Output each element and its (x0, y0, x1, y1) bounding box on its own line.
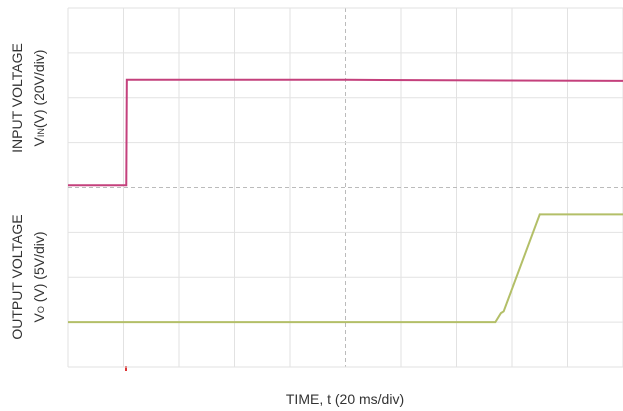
y-label-line2: VIN(V) (20V/div) (31, 50, 47, 147)
y2-axis-label: OUTPUT VOLTAGE VO (V) (5V/div) (9, 214, 47, 339)
y2-label-part: (V) (5V/div) (31, 231, 47, 306)
y2-label-line2: VO (V) (5V/div) (31, 231, 47, 322)
y-axis-label: INPUT VOLTAGE VIN(V) (20V/div) (9, 43, 47, 153)
y-label-sub: IN (36, 128, 46, 137)
trace (68, 78, 623, 187)
y2-label-sub: O (36, 306, 46, 313)
y-label-line1: INPUT VOLTAGE (9, 43, 25, 153)
trace (68, 213, 623, 324)
x-axis-label: TIME, t (20 ms/div) (286, 391, 404, 407)
y-label-part: V (31, 136, 47, 146)
y2-label-part: V (31, 313, 47, 323)
y2-label-line1: OUTPUT VOLTAGE (9, 214, 25, 339)
y-label-part: (V) (20V/div) (31, 50, 47, 129)
